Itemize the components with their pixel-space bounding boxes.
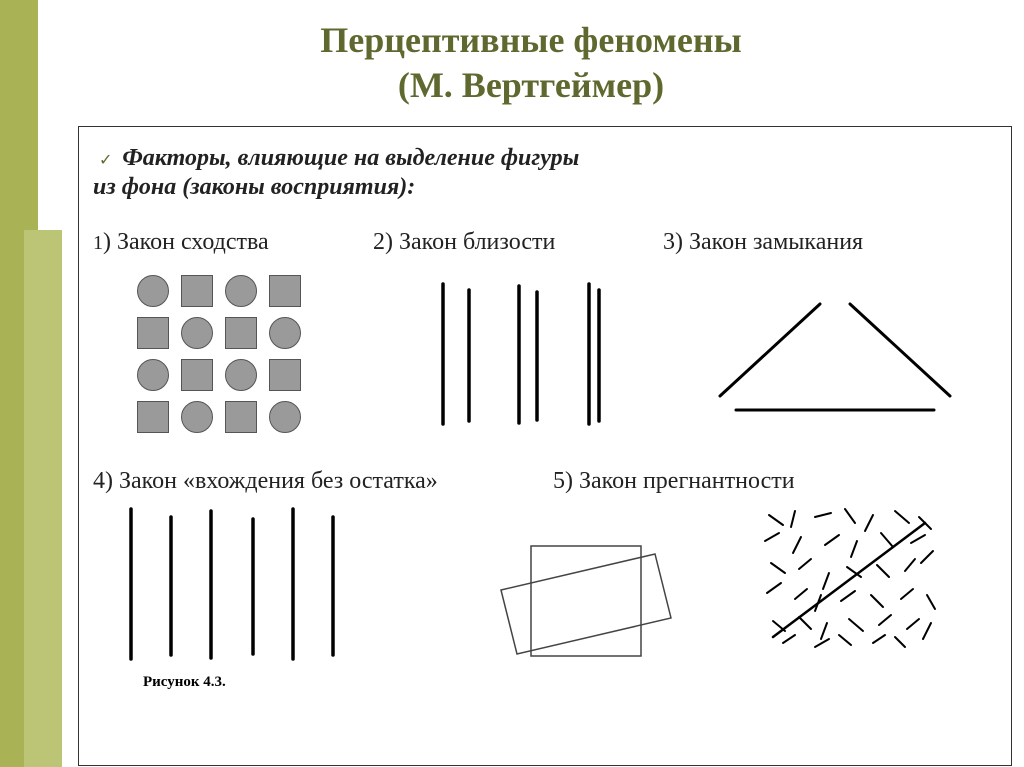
- law-3-label: 3) Закон замыкания: [663, 229, 997, 256]
- laws-row-2-labels: 4) Закон «вхождения без остатка» 5) Зако…: [93, 468, 997, 495]
- law-4-label: 4) Закон «вхождения без остатка»: [93, 468, 553, 495]
- square-shape: [225, 317, 257, 349]
- slide-content: Перцептивные феномены (М. Вертгеймер) ✓ …: [38, 0, 1024, 766]
- circle-shape: [225, 359, 257, 391]
- figure-similarity: [93, 275, 373, 437]
- figures-row-1: [93, 266, 997, 446]
- check-icon: ✓: [93, 150, 112, 170]
- square-shape: [137, 317, 169, 349]
- circle-shape: [137, 275, 169, 307]
- square-shape: [137, 401, 169, 433]
- circle-shape: [269, 401, 301, 433]
- figure-no-remainder: Рисунок 4.3.: [93, 503, 473, 683]
- slide-sidebar-accent: [0, 0, 38, 767]
- laws-row-1-labels: 1) Закон сходства 2) Закон близости 3) З…: [93, 229, 997, 256]
- figure-closure: [663, 286, 997, 426]
- content-frame: ✓ Факторы, влияющие на выделение фигуры …: [78, 126, 1012, 766]
- circle-shape: [137, 359, 169, 391]
- title-line1: Перцептивные феномены: [320, 20, 741, 60]
- figure-proximity: [373, 276, 663, 436]
- circle-shape: [181, 401, 213, 433]
- figure-4-caption: Рисунок 4.3.: [143, 674, 226, 691]
- figure-pragnanz-overlap: [473, 503, 703, 683]
- circle-shape: [181, 317, 213, 349]
- circle-shape: [225, 275, 257, 307]
- square-shape: [269, 275, 301, 307]
- law-1-label: 1) Закон сходства: [93, 229, 373, 256]
- square-shape: [181, 275, 213, 307]
- circle-shape: [269, 317, 301, 349]
- figures-row-2: Рисунок 4.3.: [93, 503, 997, 683]
- square-shape: [181, 359, 213, 391]
- law-5-label: 5) Закон прегнантности: [553, 468, 997, 495]
- square-shape: [269, 359, 301, 391]
- factors-text-1: Факторы, влияющие на выделение фигуры: [122, 145, 579, 172]
- bullet-row: ✓ Факторы, влияющие на выделение фигуры: [93, 145, 997, 172]
- title-line2: (М. Вертгеймер): [398, 65, 664, 105]
- square-shape: [225, 401, 257, 433]
- factors-text-2: из фона (законы восприятия):: [93, 174, 997, 201]
- slide-title: Перцептивные феномены (М. Вертгеймер): [38, 0, 1024, 122]
- figure-pragnanz-noise: [703, 503, 997, 683]
- law-2-label: 2) Закон близости: [373, 229, 663, 256]
